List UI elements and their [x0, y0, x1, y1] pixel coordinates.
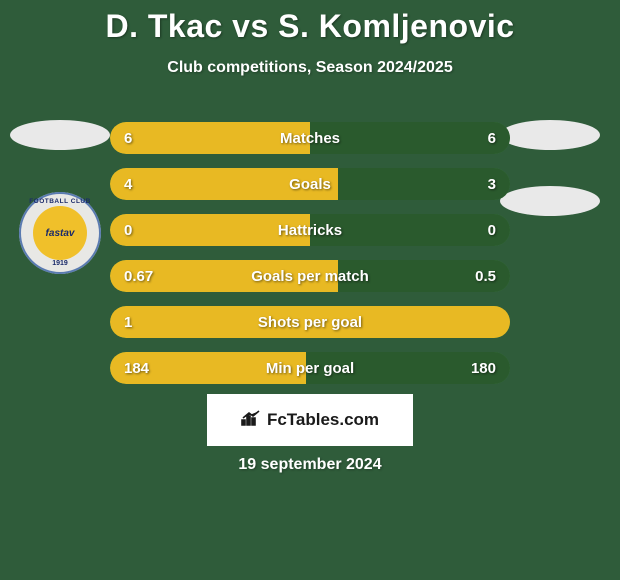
stat-value-right: 0.5	[475, 268, 496, 285]
stat-label: Goals	[289, 176, 331, 193]
stat-value-left: 4	[124, 176, 132, 193]
subtitle: Club competitions, Season 2024/2025	[0, 59, 620, 77]
club-right-oval	[500, 186, 600, 216]
date-text: 19 september 2024	[238, 456, 381, 474]
comparison-infographic: D. Tkac vs S. Komljenovic Club competiti…	[0, 0, 620, 580]
club-badge-left: FOOTBALL CLUB 1919 fastav	[19, 192, 101, 274]
player-right-oval	[500, 120, 600, 150]
stat-value-right: 0	[488, 222, 496, 239]
stat-value-left: 0.67	[124, 268, 153, 285]
page-title: D. Tkac vs S. Komljenovic	[0, 0, 620, 45]
stat-label: Matches	[280, 130, 340, 147]
stat-label: Min per goal	[266, 360, 354, 377]
right-player-column	[500, 120, 600, 216]
stat-row: 0 Hattricks 0	[110, 214, 510, 246]
stat-label: Shots per goal	[258, 314, 362, 331]
stat-value-left: 6	[124, 130, 132, 147]
badge-year: 1919	[52, 260, 68, 267]
stat-label: Goals per match	[251, 268, 369, 285]
stat-row: 184 Min per goal 180	[110, 352, 510, 384]
stat-value-left: 184	[124, 360, 149, 377]
stat-row: 1 Shots per goal	[110, 306, 510, 338]
badge-top-text: FOOTBALL CLUB	[29, 198, 91, 205]
fctables-watermark: FcTables.com	[207, 394, 413, 446]
fctables-label: FcTables.com	[267, 410, 379, 430]
left-player-column: FOOTBALL CLUB 1919 fastav	[10, 120, 110, 274]
stat-label: Hattricks	[278, 222, 342, 239]
stat-value-right: 6	[488, 130, 496, 147]
stat-row: 6 Matches 6	[110, 122, 510, 154]
player-left-oval	[10, 120, 110, 150]
badge-inner: fastav	[33, 206, 87, 260]
chart-icon	[241, 410, 261, 431]
stat-value-right: 180	[471, 360, 496, 377]
stat-value-right: 3	[488, 176, 496, 193]
stat-bars: 6 Matches 6 4 Goals 3 0 Hattricks 0 0.67 Goals per…	[110, 122, 510, 384]
stat-row: 4 Goals 3	[110, 168, 510, 200]
bar-fill-right	[338, 168, 510, 200]
stat-value-left: 1	[124, 314, 132, 331]
stat-value-left: 0	[124, 222, 132, 239]
stat-row: 0.67 Goals per match 0.5	[110, 260, 510, 292]
